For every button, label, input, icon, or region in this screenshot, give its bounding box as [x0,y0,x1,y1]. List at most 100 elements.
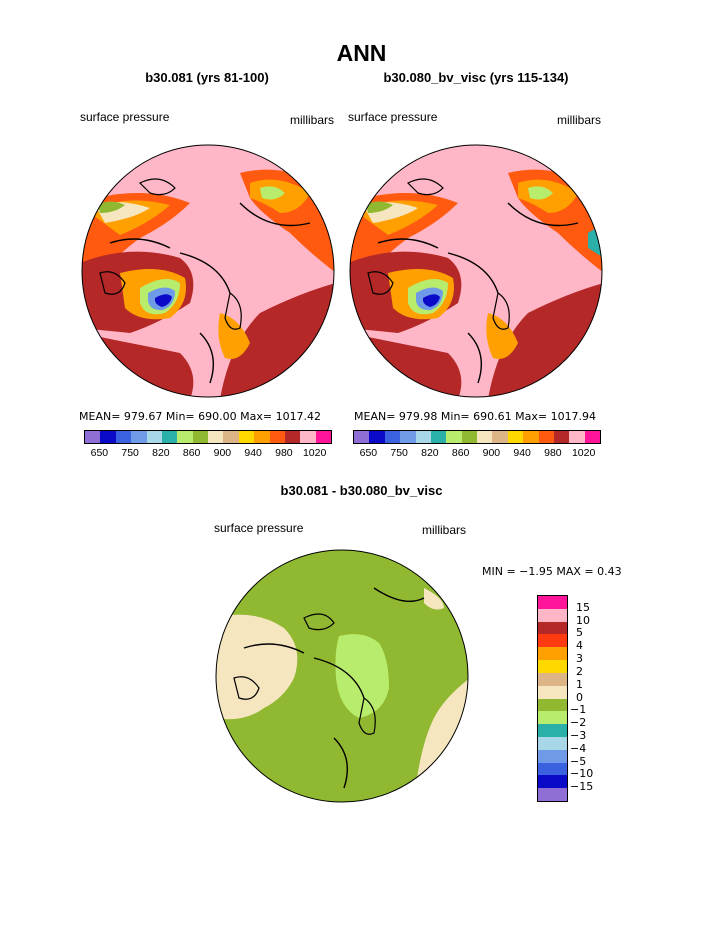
colorbar-tick-label: 940 [244,447,262,459]
panel-2-polar-map [349,144,603,398]
colorbar-tick-label: 940 [513,447,531,459]
colorbar-swatch [538,698,567,712]
diff-subtitle: b30.081 - b30.080_bv_visc [280,483,443,498]
colorbar-swatch [284,431,301,443]
colorbar-swatch [100,431,116,443]
panel-2-colorbar [353,430,601,444]
panel-2-stats: MEAN= 979.98 Min= 690.61 Max= 1017.94 [354,410,597,423]
colorbar-swatch [538,736,567,750]
diff-units-label: millibars [422,523,467,537]
panel-1-colorbar [84,430,332,444]
colorbar-label: 15 [576,600,590,614]
colorbar-swatch [538,672,567,686]
panel-1-colorbar-ticks: 650 750 820 860 900 940 980 1020 [84,447,330,459]
colorbar-swatch [538,621,567,635]
diff-stats: MIN = −1.95 MAX = 0.43 [482,565,622,578]
colorbar-swatch [85,431,101,443]
colorbar-swatch [538,634,567,648]
panel-1-subtitle: b30.081 (yrs 81-100) [145,70,269,85]
colorbar-label: −2 [570,716,587,730]
colorbar-swatch [507,431,524,443]
colorbar-swatch [300,431,316,443]
colorbar-swatch [315,431,331,443]
colorbar-label: 5 [576,626,583,640]
page-title: ANN [336,40,387,66]
colorbar-swatch [538,749,567,763]
colorbar-swatch [538,685,567,699]
colorbar-tick-label: 1020 [571,447,596,459]
colorbar-swatch [538,660,567,673]
colorbar-swatch [131,431,147,443]
diff-variable-label: surface pressure [214,521,304,535]
colorbar-swatch [146,431,162,443]
colorbar-label: 0 [576,690,583,704]
colorbar-label: −5 [570,754,587,768]
diff-colorbar [537,595,568,802]
colorbar-swatch [523,431,539,443]
panel-1-polar-map [81,144,335,398]
panel-2-variable-label: surface pressure [348,110,438,124]
colorbar-tick-label: 900 [213,447,232,459]
colorbar-label: −3 [570,728,587,742]
colorbar-swatch [538,775,567,789]
colorbar-swatch [430,431,447,443]
colorbar-swatch [461,431,477,443]
colorbar-swatch [569,431,585,443]
colorbar-swatch [354,431,370,443]
colorbar-label: 1 [576,677,583,691]
colorbar-tick-label: 980 [275,447,293,459]
colorbar-tick-label: 820 [421,447,439,459]
colorbar-label: 4 [576,639,583,653]
colorbar-swatch [538,608,567,622]
colorbar-swatch [477,431,493,443]
colorbar-swatch [538,788,567,801]
colorbar-label: 3 [576,652,583,666]
colorbar-swatch [553,431,570,443]
colorbar-tick-label: 860 [182,447,201,459]
colorbar-swatch [538,596,567,609]
colorbar-swatch [177,431,193,443]
panel-1-stats: MEAN= 979.67 Min= 690.00 Max= 1017.42 [79,410,322,423]
colorbar-tick-label: 980 [544,447,562,459]
colorbar-tick-label: 650 [359,447,378,459]
panel-2-subtitle: b30.080_bv_visc (yrs 115-134) [383,70,569,85]
colorbar-label: 10 [576,613,590,627]
colorbar-tick-label: 900 [482,447,501,459]
colorbar-swatch [115,431,132,443]
colorbar-tick-label: 860 [451,447,470,459]
colorbar-swatch [223,431,239,443]
panel-1-variable-label: surface pressure [80,110,170,124]
colorbar-swatch [269,431,285,443]
colorbar-swatch [492,431,508,443]
colorbar-swatch [415,431,431,443]
colorbar-swatch [584,431,600,443]
diff-colorbar-labels: 15 10 5 4 3 2 1 0 −1 −2 −3 −4 −5 −10 −15 [570,595,610,800]
colorbar-label: −15 [570,780,594,794]
colorbar-label: −10 [570,767,594,781]
colorbar-swatch [538,431,554,443]
colorbar-swatch [538,647,567,661]
colorbar-swatch [208,431,224,443]
colorbar-swatch [538,711,567,725]
colorbar-label: 2 [576,664,583,678]
colorbar-tick-label: 650 [90,447,109,459]
colorbar-swatch [161,431,178,443]
panel-1-units-label: millibars [290,113,335,127]
colorbar-label: −1 [570,703,587,717]
colorbar-swatch [446,431,462,443]
panel-2-units-label: millibars [557,113,602,127]
colorbar-tick-label: 750 [390,447,408,459]
colorbar-swatch [369,431,385,443]
panel-2-colorbar-ticks: 650 750 820 860 900 940 980 1020 [353,447,599,459]
colorbar-tick-label: 1020 [302,447,327,459]
colorbar-swatch [238,431,255,443]
colorbar-label: −4 [570,741,587,755]
colorbar-swatch [538,724,567,737]
diff-polar-map [215,549,469,803]
colorbar-tick-label: 820 [152,447,170,459]
colorbar-swatch [538,762,567,776]
colorbar-tick-label: 750 [121,447,139,459]
colorbar-swatch [400,431,416,443]
colorbar-swatch [254,431,270,443]
colorbar-swatch [192,431,208,443]
